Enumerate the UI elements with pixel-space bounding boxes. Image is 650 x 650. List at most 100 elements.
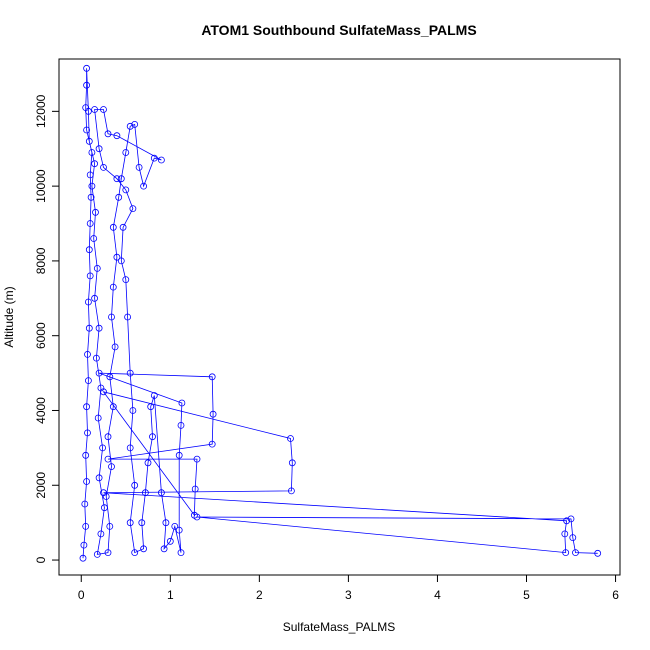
- data-point: [569, 534, 577, 541]
- data-point: [93, 264, 101, 272]
- data-point: [79, 554, 87, 562]
- y-tick-label: 0: [34, 556, 48, 563]
- data-point: [129, 407, 137, 414]
- y-axis: 0 2000 4000 6000 8000 10000 12000: [34, 94, 60, 563]
- data-point: [150, 154, 158, 162]
- plot-frame: [58, 58, 621, 576]
- data-point: [287, 487, 295, 495]
- data-point: [95, 369, 103, 377]
- y-tick-label: 2000: [34, 472, 48, 499]
- data-point: [140, 182, 148, 190]
- data-point: [86, 220, 94, 227]
- data-point: [83, 64, 90, 72]
- data-point: [562, 549, 570, 556]
- data-point: [90, 235, 98, 242]
- data-point: [101, 504, 108, 512]
- data-point: [567, 515, 575, 523]
- data-point: [561, 530, 569, 538]
- data-point: [113, 253, 121, 261]
- x-tick-label: 5: [523, 588, 530, 602]
- data-point: [113, 132, 121, 140]
- data-point: [82, 451, 90, 459]
- data-point: [209, 410, 217, 418]
- y-axis-label: Altitude (m): [2, 286, 16, 347]
- data-point: [100, 388, 107, 396]
- data-point: [85, 298, 92, 306]
- data-point: [193, 513, 201, 521]
- data-point: [115, 193, 123, 201]
- data-point: [109, 403, 117, 411]
- x-tick-label: 1: [167, 588, 174, 602]
- data-point: [177, 421, 185, 429]
- data-point: [82, 523, 90, 530]
- data-point: [119, 223, 127, 231]
- data-point: [131, 549, 139, 556]
- data-point: [150, 392, 158, 399]
- y-tick-label: 4000: [34, 397, 48, 424]
- data-point: [91, 160, 98, 168]
- data-point: [162, 519, 170, 527]
- x-tick-label: 6: [612, 588, 619, 602]
- data-point: [91, 106, 98, 113]
- data-point: [104, 130, 112, 138]
- data-point: [126, 519, 134, 527]
- data-layer: [79, 64, 602, 562]
- data-point: [109, 223, 117, 231]
- data-point: [141, 489, 149, 497]
- data-point: [160, 545, 168, 553]
- data-point: [81, 500, 89, 508]
- data-point: [126, 369, 134, 377]
- data-point: [288, 459, 296, 467]
- data-point: [594, 549, 602, 557]
- data-point: [140, 545, 148, 553]
- data-point: [83, 81, 90, 89]
- data-point: [83, 403, 90, 411]
- data-point: [124, 313, 131, 321]
- data-point: [84, 350, 91, 358]
- data-point: [87, 193, 95, 201]
- data-point: [104, 455, 112, 463]
- data-point: [100, 489, 107, 497]
- data-point: [93, 551, 101, 558]
- data-point: [149, 433, 156, 441]
- data-point: [135, 163, 143, 171]
- data-point: [572, 549, 579, 556]
- x-tick-label: 0: [78, 588, 85, 602]
- data-point: [175, 451, 183, 459]
- data-point: [166, 537, 174, 545]
- data-point: [85, 107, 92, 115]
- data-point: [84, 429, 91, 437]
- y-tick-label: 12000: [34, 94, 48, 128]
- data-point: [95, 145, 103, 153]
- data-point: [111, 343, 119, 351]
- x-tick-label: 2: [256, 588, 263, 602]
- x-tick-label: 4: [434, 588, 441, 602]
- data-point: [208, 440, 216, 448]
- data-point: [157, 489, 165, 497]
- chart-title: ATOM1 Southbound SulfateMass_PALMS: [201, 22, 476, 38]
- data-point: [563, 517, 570, 525]
- data-point: [85, 377, 92, 385]
- data-point: [95, 474, 103, 482]
- y-tick-label: 8000: [34, 247, 48, 274]
- data-point: [100, 106, 107, 113]
- data-point: [126, 444, 134, 452]
- data-point: [191, 485, 199, 493]
- data-point: [122, 149, 130, 156]
- data-point: [97, 530, 105, 538]
- data-point: [95, 324, 103, 332]
- data-point: [117, 257, 125, 265]
- data-point: [117, 175, 125, 183]
- data-point: [144, 459, 152, 467]
- x-tick-label: 3: [345, 588, 352, 602]
- x-axis-label: SulfateMass_PALMS: [283, 620, 396, 634]
- data-point: [131, 481, 139, 489]
- data-point: [122, 186, 130, 194]
- data-point: [193, 455, 201, 463]
- data-point: [94, 414, 102, 422]
- data-point: [93, 354, 100, 362]
- data-point: [106, 523, 114, 530]
- data-point: [287, 435, 294, 442]
- y-tick-label: 6000: [34, 322, 48, 349]
